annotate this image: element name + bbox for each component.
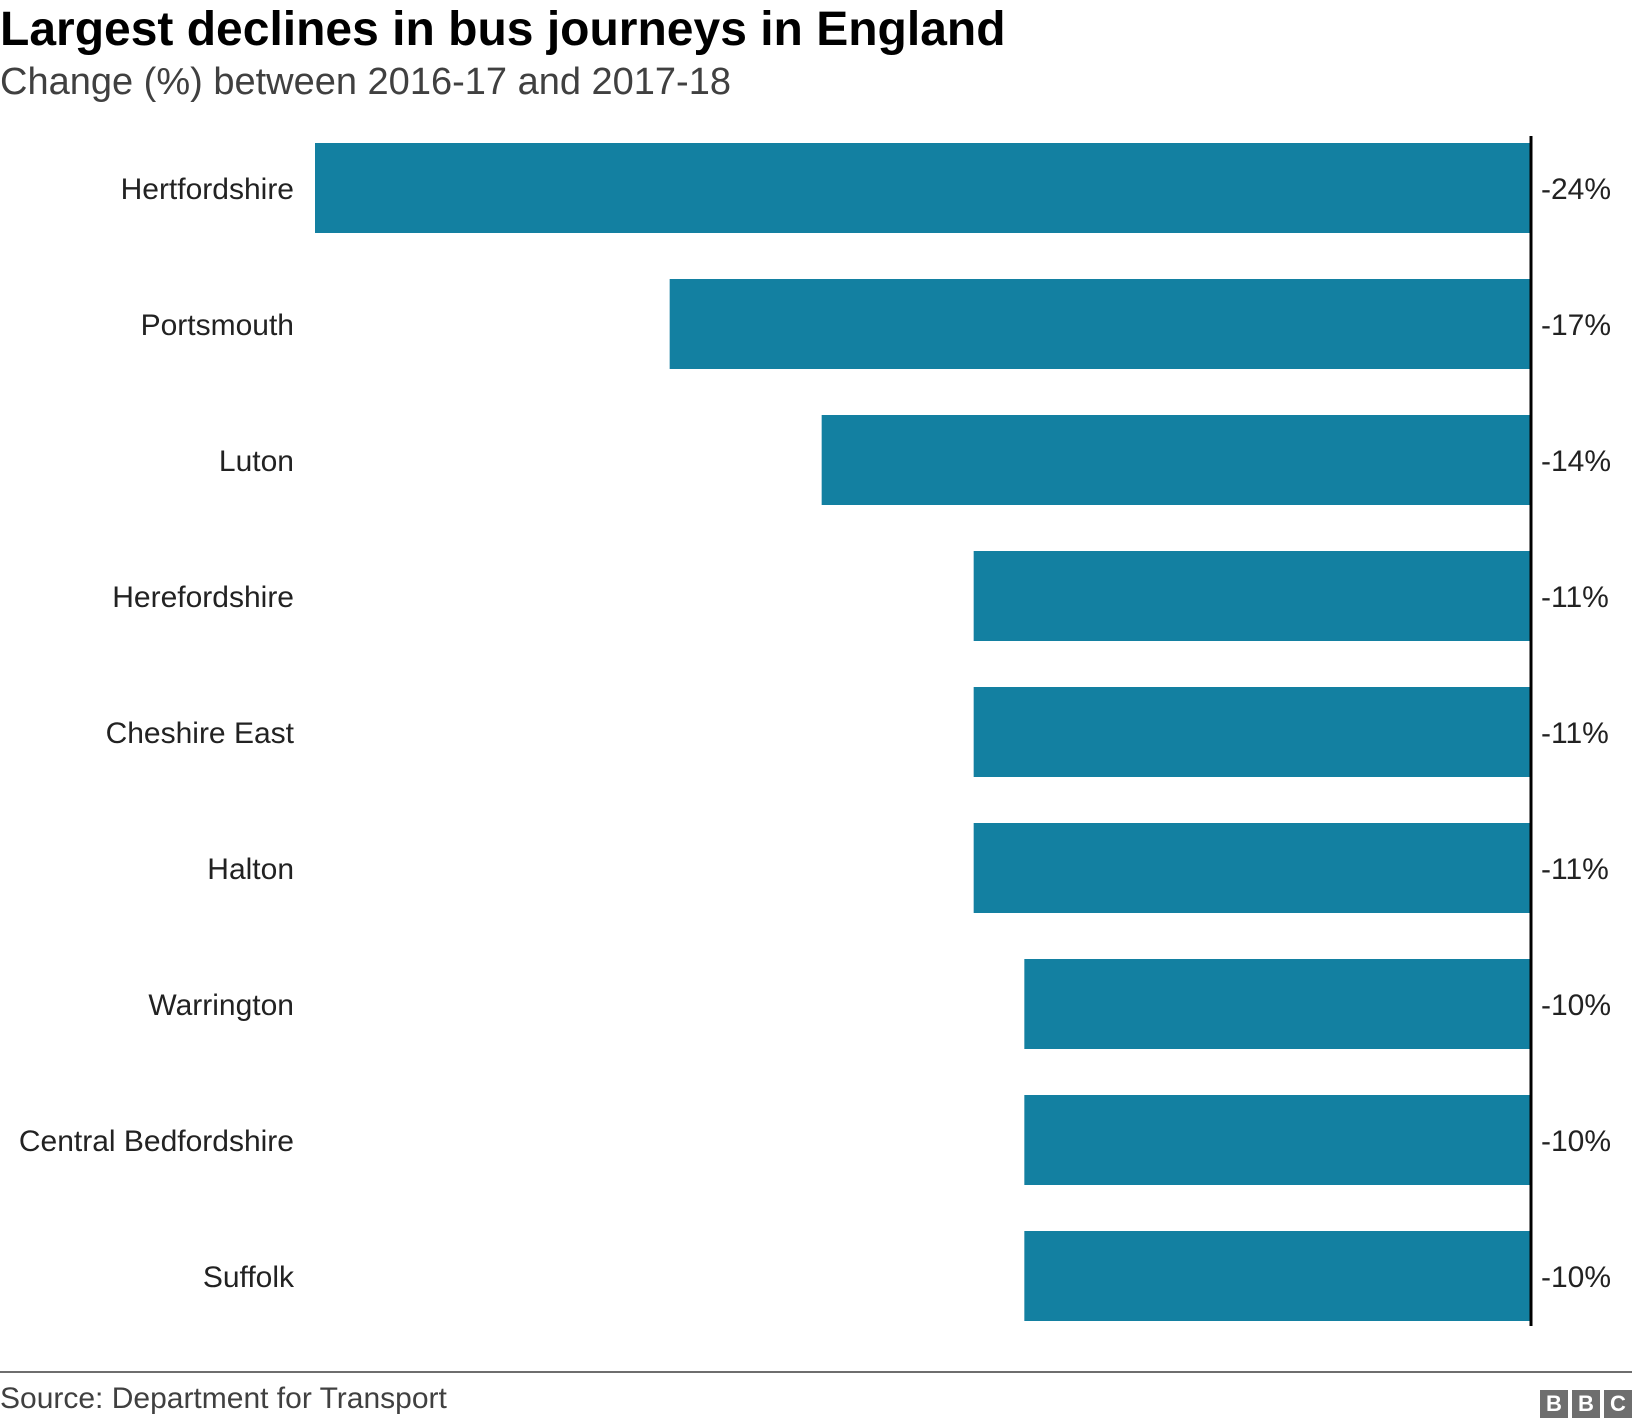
chart-title: Largest declines in bus journeys in Engl… — [0, 3, 1006, 56]
bar — [315, 143, 1531, 233]
value-label: -11% — [1541, 717, 1609, 750]
bbc-logo-letter: B — [1572, 1390, 1600, 1418]
value-label: -10% — [1541, 1261, 1611, 1294]
value-label: -10% — [1541, 1125, 1611, 1158]
source-note: Source: Department for Transport — [0, 1382, 447, 1415]
bbc-logo-letter: C — [1604, 1390, 1632, 1418]
value-label: -10% — [1541, 989, 1611, 1022]
category-label: Luton — [219, 445, 294, 478]
bar — [1024, 959, 1531, 1049]
value-label: -17% — [1541, 309, 1611, 342]
value-label: -24% — [1541, 173, 1611, 206]
footer-divider — [0, 1371, 1632, 1373]
category-label: Cheshire East — [106, 717, 295, 750]
category-label: Portsmouth — [141, 309, 294, 342]
bar — [1024, 1231, 1531, 1321]
value-label: -11% — [1541, 581, 1609, 614]
category-label: Herefordshire — [112, 581, 294, 614]
bar — [973, 823, 1531, 913]
bar — [973, 687, 1531, 777]
bar — [669, 279, 1531, 369]
category-label: Halton — [207, 853, 294, 886]
value-label: -11% — [1541, 853, 1609, 886]
category-label: Suffolk — [203, 1261, 295, 1294]
chart-subtitle: Change (%) between 2016-17 and 2017-18 — [0, 61, 731, 103]
bar — [821, 415, 1531, 505]
bbc-logo: B B C — [1540, 1390, 1632, 1418]
value-label: -14% — [1541, 445, 1611, 478]
category-label: Warrington — [148, 989, 294, 1022]
bar-chart: Hertfordshire -24% Portsmouth -17% Luton -14%… — [19, 136, 1611, 1326]
bar — [1024, 1095, 1531, 1185]
category-label: Central Bedfordshire — [19, 1125, 294, 1158]
bbc-logo-letter: B — [1540, 1390, 1568, 1418]
bar — [973, 551, 1531, 641]
category-label: Hertfordshire — [121, 173, 294, 206]
